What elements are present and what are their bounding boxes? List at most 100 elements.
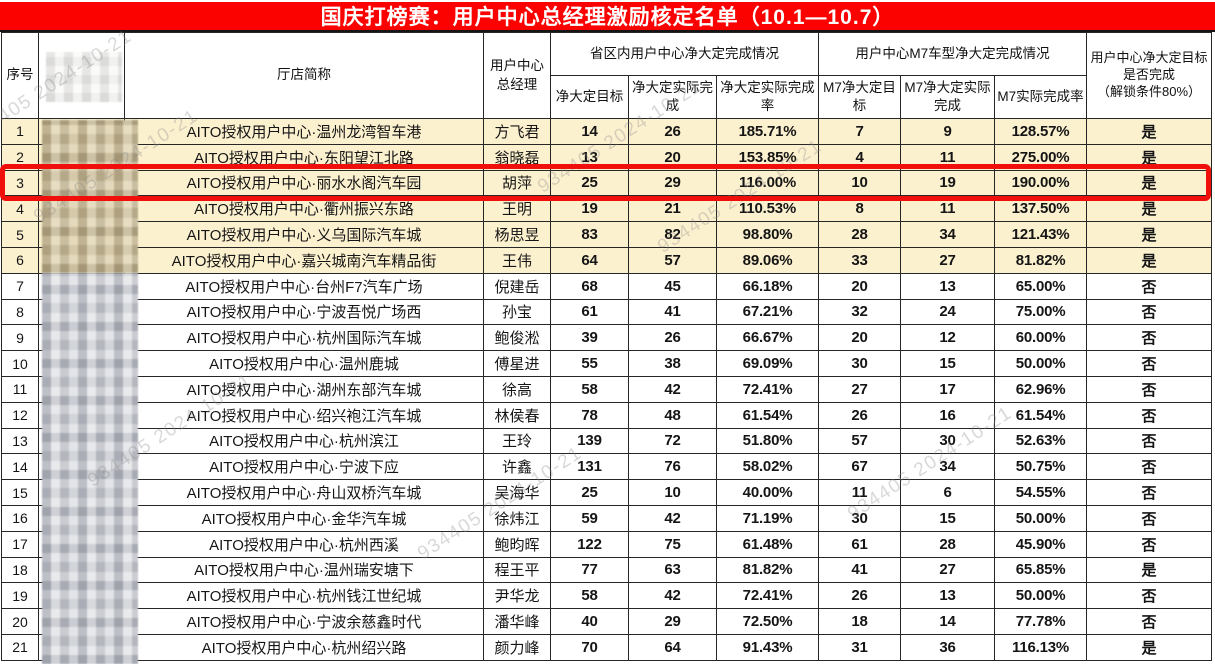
- cell-m7-actual[interactable]: 15: [900, 350, 996, 377]
- cell-goal-met[interactable]: 否: [1086, 530, 1213, 558]
- cell-manager[interactable]: 王伟: [483, 246, 551, 274]
- cell-goal-met[interactable]: 否: [1086, 504, 1213, 532]
- cell-net-rate[interactable]: 72.41%: [715, 375, 820, 403]
- cell-net-target[interactable]: 70: [550, 633, 629, 661]
- cell-net-actual[interactable]: 42: [628, 504, 717, 532]
- cell-manager[interactable]: 胡萍: [483, 169, 551, 197]
- cell-m7-rate[interactable]: 60.00%: [994, 324, 1088, 352]
- cell-manager[interactable]: 孙宝: [483, 298, 551, 326]
- cell-store-name[interactable]: AITO授权用户中心·温州瑞安塘下: [124, 556, 484, 584]
- cell-store-name[interactable]: AITO授权用户中心·舟山双桥汽车城: [124, 479, 484, 506]
- cell-seq[interactable]: 20: [1, 608, 39, 635]
- cell-net-actual[interactable]: 38: [628, 350, 717, 377]
- cell-m7-target[interactable]: 32: [818, 298, 902, 326]
- cell-m7-target[interactable]: 26: [818, 401, 902, 429]
- cell-manager[interactable]: 潘华峰: [483, 608, 551, 635]
- cell-net-actual[interactable]: 63: [628, 556, 717, 584]
- cell-m7-target[interactable]: 67: [818, 453, 902, 481]
- cell-manager[interactable]: 林侯春: [483, 401, 551, 429]
- cell-net-rate[interactable]: 89.06%: [715, 246, 820, 274]
- cell-net-rate[interactable]: 72.50%: [715, 608, 820, 635]
- cell-net-rate[interactable]: 51.80%: [715, 427, 820, 455]
- cell-store-name[interactable]: AITO授权用户中心·温州龙湾智车港: [124, 118, 484, 145]
- cell-net-target[interactable]: 19: [550, 195, 629, 223]
- cell-net-rate[interactable]: 98.80%: [715, 221, 820, 248]
- cell-m7-target[interactable]: 11: [818, 479, 902, 506]
- cell-store-name[interactable]: AITO授权用户中心·宁波余慈鑫时代: [124, 608, 484, 635]
- header-seq[interactable]: 序号: [1, 32, 39, 119]
- cell-manager[interactable]: 吴海华: [483, 479, 551, 506]
- header-store-name[interactable]: 厅店简称: [124, 32, 484, 119]
- cell-seq[interactable]: 8: [1, 298, 39, 326]
- cell-m7-actual[interactable]: 9: [900, 118, 996, 145]
- cell-seq[interactable]: 6: [1, 246, 39, 274]
- cell-net-rate[interactable]: 61.54%: [715, 401, 820, 429]
- cell-manager[interactable]: 程王平: [483, 556, 551, 584]
- cell-goal-met[interactable]: 是: [1086, 118, 1213, 145]
- cell-m7-target[interactable]: 4: [818, 143, 902, 171]
- cell-net-actual[interactable]: 29: [628, 169, 717, 197]
- cell-m7-actual[interactable]: 11: [900, 195, 996, 223]
- cell-store-name[interactable]: AITO授权用户中心·宁波吾悦广场西: [124, 298, 484, 326]
- header-m7-actual[interactable]: M7净大定实际完成: [900, 75, 996, 119]
- cell-m7-target[interactable]: 27: [818, 375, 902, 403]
- cell-manager[interactable]: 王玲: [483, 427, 551, 455]
- cell-m7-target[interactable]: 7: [818, 118, 902, 145]
- cell-m7-actual[interactable]: 13: [900, 272, 996, 300]
- cell-store-name[interactable]: AITO授权用户中心·嘉兴城南汽车精品街: [124, 246, 484, 274]
- cell-net-rate[interactable]: 116.00%: [715, 169, 820, 197]
- cell-net-actual[interactable]: 42: [628, 582, 717, 610]
- cell-net-actual[interactable]: 82: [628, 221, 717, 248]
- header-m7-target[interactable]: M7净大定目标: [818, 75, 902, 119]
- cell-net-rate[interactable]: 110.53%: [715, 195, 820, 223]
- cell-seq[interactable]: 11: [1, 375, 39, 403]
- cell-seq[interactable]: 3: [1, 169, 39, 197]
- cell-store-name[interactable]: AITO授权用户中心·衢州振兴东路: [124, 195, 484, 223]
- cell-net-target[interactable]: 64: [550, 246, 629, 274]
- cell-manager[interactable]: 方飞君: [483, 118, 551, 145]
- cell-m7-target[interactable]: 18: [818, 608, 902, 635]
- cell-seq[interactable]: 9: [1, 324, 39, 352]
- cell-store-name[interactable]: AITO授权用户中心·宁波下应: [124, 453, 484, 481]
- cell-m7-target[interactable]: 30: [818, 504, 902, 532]
- cell-store-name[interactable]: AITO授权用户中心·杭州滨江: [124, 427, 484, 455]
- cell-m7-rate[interactable]: 50.00%: [994, 582, 1088, 610]
- cell-seq[interactable]: 4: [1, 195, 39, 223]
- cell-m7-target[interactable]: 10: [818, 169, 902, 197]
- cell-net-actual[interactable]: 72: [628, 427, 717, 455]
- cell-m7-rate[interactable]: 62.96%: [994, 375, 1088, 403]
- cell-m7-actual[interactable]: 12: [900, 324, 996, 352]
- cell-m7-actual[interactable]: 24: [900, 298, 996, 326]
- cell-net-target[interactable]: 14: [550, 118, 629, 145]
- header-net-target[interactable]: 净大定目标: [550, 75, 629, 119]
- cell-store-name[interactable]: AITO授权用户中心·义乌国际汽车城: [124, 221, 484, 248]
- cell-m7-actual[interactable]: 17: [900, 375, 996, 403]
- cell-m7-target[interactable]: 57: [818, 427, 902, 455]
- cell-store-name[interactable]: AITO授权用户中心·杭州钱江世纪城: [124, 582, 484, 610]
- cell-m7-rate[interactable]: 116.13%: [994, 633, 1088, 661]
- cell-m7-target[interactable]: 20: [818, 324, 902, 352]
- cell-m7-rate[interactable]: 75.00%: [994, 298, 1088, 326]
- cell-manager[interactable]: 许鑫: [483, 453, 551, 481]
- cell-net-actual[interactable]: 29: [628, 608, 717, 635]
- cell-net-target[interactable]: 122: [550, 530, 629, 558]
- cell-m7-actual[interactable]: 13: [900, 582, 996, 610]
- cell-net-actual[interactable]: 45: [628, 272, 717, 300]
- cell-net-target[interactable]: 59: [550, 504, 629, 532]
- cell-net-rate[interactable]: 72.41%: [715, 582, 820, 610]
- cell-seq[interactable]: 14: [1, 453, 39, 481]
- cell-m7-rate[interactable]: 61.54%: [994, 401, 1088, 429]
- cell-net-actual[interactable]: 75: [628, 530, 717, 558]
- cell-manager[interactable]: 颜力峰: [483, 633, 551, 661]
- cell-m7-actual[interactable]: 16: [900, 401, 996, 429]
- cell-seq[interactable]: 12: [1, 401, 39, 429]
- cell-goal-met[interactable]: 是: [1086, 633, 1213, 661]
- cell-net-target[interactable]: 40: [550, 608, 629, 635]
- cell-manager[interactable]: 杨思昱: [483, 221, 551, 248]
- cell-net-actual[interactable]: 20: [628, 143, 717, 171]
- cell-m7-rate[interactable]: 275.00%: [994, 143, 1088, 171]
- cell-m7-target[interactable]: 26: [818, 582, 902, 610]
- cell-m7-rate[interactable]: 50.75%: [994, 453, 1088, 481]
- cell-net-target[interactable]: 39: [550, 324, 629, 352]
- cell-m7-rate[interactable]: 128.57%: [994, 118, 1088, 145]
